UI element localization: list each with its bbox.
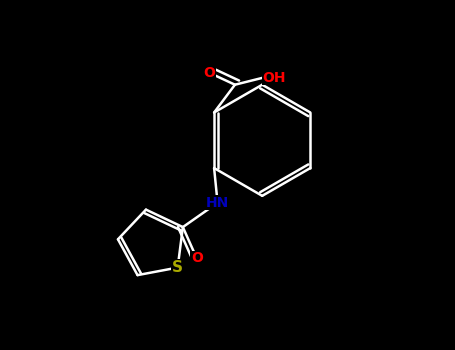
Text: HN: HN [206, 196, 229, 210]
Text: O: O [203, 65, 215, 79]
Text: S: S [172, 260, 183, 275]
Text: O: O [191, 251, 202, 265]
Text: OH: OH [263, 71, 286, 85]
